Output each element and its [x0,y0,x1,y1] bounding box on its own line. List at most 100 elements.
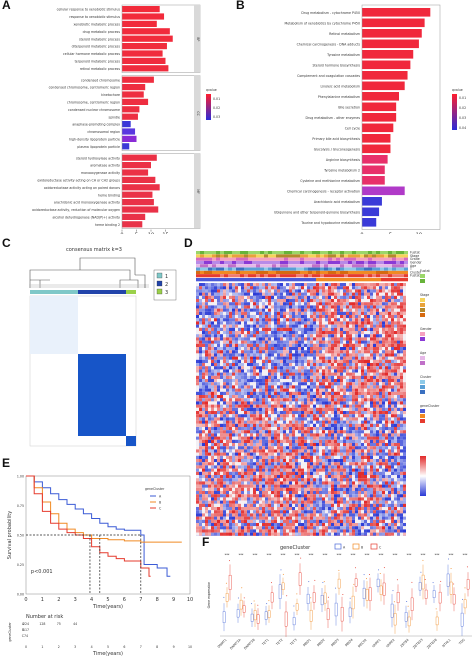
heatmap-cell [304,455,307,459]
heatmap-cell [301,311,304,315]
heatmap-cell [298,308,301,312]
heatmap-cell [283,446,286,450]
heatmap-cell [277,449,280,453]
heatmap-cell [346,423,349,427]
heatmap-cell [259,423,262,427]
heatmap-cell [367,455,370,459]
heatmap-cell [226,340,229,344]
heatmap-cell [208,308,211,312]
heatmap-cell [223,404,226,408]
heatmap-cell [280,359,283,363]
heatmap-cell [325,302,328,306]
heatmap-cell [334,468,337,472]
heatmap-cell [313,455,316,459]
heatmap-cell [361,359,364,363]
heatmap-cell [295,363,298,367]
heatmap-cell [265,343,268,347]
heatmap-cell [400,356,403,360]
heatmap-cell [352,430,355,434]
heatmap-cell [364,459,367,463]
heatmap-cell [295,315,298,319]
heatmap-cell [214,305,217,309]
heatmap-cell [316,363,319,367]
heatmap-cell [379,452,382,456]
heatmap-cell [394,324,397,328]
heatmap-cell [334,343,337,347]
bar-label: Taurine and hypotaurine metabolism [300,221,360,225]
heatmap-cell [259,430,262,434]
heatmap-cell [238,334,241,338]
heatmap-cell [226,465,229,469]
heatmap-cell [322,299,325,303]
heatmap-cell [352,401,355,405]
heatmap-cell [346,388,349,392]
heatmap-cell [322,414,325,418]
heatmap-cell [403,433,406,437]
heatmap-cell [337,347,340,351]
heatmap-cell [289,468,292,472]
heatmap-cell [364,446,367,450]
heatmap-cell [307,347,310,351]
heatmap-cell [343,302,346,306]
heatmap-cell [304,446,307,450]
heatmap-cell [403,407,406,411]
heatmap-cell [340,324,343,328]
heatmap-cell [319,420,322,424]
heatmap-cell [400,471,403,475]
heatmap-cell [388,308,391,312]
heatmap-cell [208,289,211,293]
heatmap-cell [328,315,331,319]
annotation-cell [352,267,356,271]
heatmap-cell [235,372,238,376]
heatmap-cell [400,391,403,395]
heatmap-cell [367,423,370,427]
heatmap-cell [391,356,394,360]
heatmap-cell [400,283,403,287]
annotation-cell [240,270,244,274]
heatmap-cell [226,331,229,335]
heatmap-cell [265,337,268,341]
heatmap-cell [208,337,211,341]
heatmap-cell [199,414,202,418]
heatmap-cell [370,439,373,443]
heatmap-cell [397,411,400,415]
heatmap-cell [397,462,400,466]
heatmap-cell [283,430,286,434]
panel-letter-b: B [236,0,245,12]
heatmap-cell [244,363,247,367]
heatmap-cell [268,375,271,379]
heatmap-cell [259,289,262,293]
heatmap-cell [325,353,328,357]
heatmap-cell [250,411,253,415]
heatmap-cell [310,302,313,306]
heatmap-cell [211,398,214,402]
heatmap-cell [238,452,241,456]
heatmap-cell [397,305,400,309]
annotation-cell [224,260,228,265]
heatmap-cell [325,385,328,389]
heatmap-cell [232,443,235,447]
heatmap-cell [364,427,367,431]
heatmap-cell [199,433,202,437]
annotation-cell [224,264,228,268]
heatmap-cell [208,347,211,351]
annotation-cell [272,257,276,261]
annotation-cell [256,267,260,271]
heatmap-cell [202,465,205,469]
heatmap-cell [382,375,385,379]
heatmap-cell [388,439,391,443]
heatmap-cell [361,283,364,287]
heatmap-cell [280,433,283,437]
heatmap-cell [241,286,244,290]
annotation-cell [308,260,312,265]
heatmap-cell [313,395,316,399]
heatmap-cell [382,462,385,466]
heatmap-cell [232,446,235,450]
heatmap-cell [316,420,319,424]
heatmap-cell [217,475,220,479]
annotation-cell [216,267,220,271]
heatmap-cell [274,411,277,415]
heatmap-cell [391,311,394,315]
annotation-cell [244,274,248,278]
heatmap-cell [400,420,403,424]
